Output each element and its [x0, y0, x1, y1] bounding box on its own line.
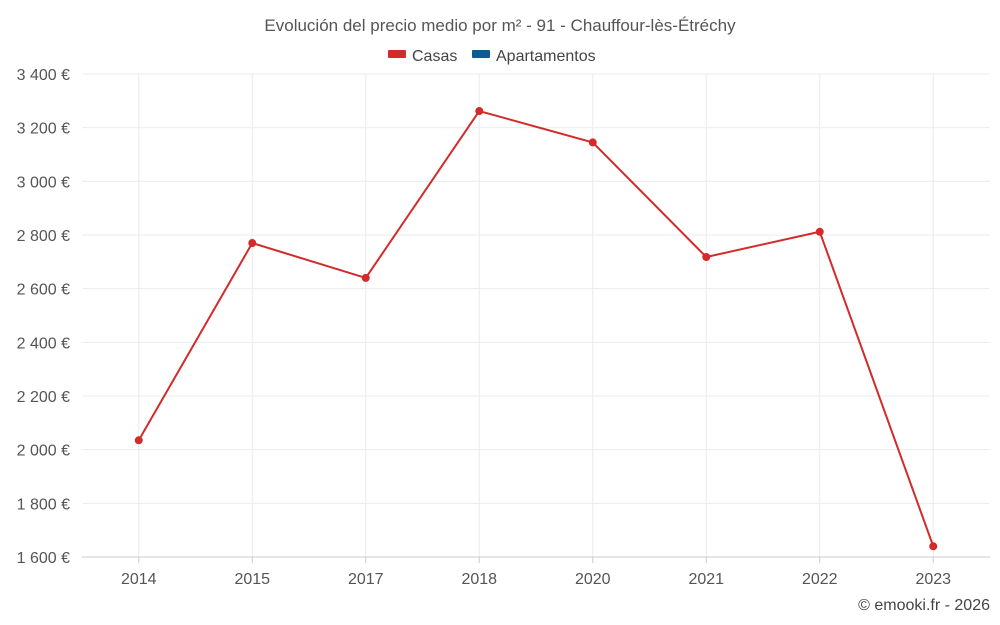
data-point[interactable]: [702, 253, 711, 262]
y-tick-label: 2 000 €: [17, 443, 70, 460]
series-casas: [134, 107, 938, 551]
legend-swatch-casas: [388, 50, 406, 58]
credit-text: © emooki.fr - 2026: [858, 597, 990, 614]
x-tick-label: 2014: [121, 571, 157, 588]
data-point[interactable]: [815, 227, 824, 236]
y-tick-label: 1 800 €: [17, 496, 70, 513]
x-tick-label: 2017: [348, 571, 384, 588]
y-tick-label: 2 200 €: [17, 389, 70, 406]
legend: Casas Apartamentos: [388, 48, 596, 65]
y-tick-label: 3 400 €: [17, 67, 70, 84]
data-point[interactable]: [134, 436, 143, 445]
legend-label-casas[interactable]: Casas: [412, 48, 457, 65]
legend-label-apartamentos[interactable]: Apartamentos: [496, 48, 596, 65]
y-tick-label: 3 000 €: [17, 174, 70, 191]
data-point[interactable]: [588, 138, 597, 147]
chart-title: Evolución del precio medio por m² - 91 -…: [264, 16, 736, 35]
series-line: [137, 110, 935, 547]
x-tick-label: 2020: [575, 571, 611, 588]
x-tick-label: 2015: [234, 571, 270, 588]
legend-swatch-apartamentos: [472, 50, 490, 58]
x-tick-label: 2018: [461, 571, 497, 588]
x-tick-label: 2022: [802, 571, 838, 588]
data-point[interactable]: [248, 239, 257, 248]
y-tick-label: 1 600 €: [17, 550, 70, 567]
y-tick-label: 2 600 €: [17, 282, 70, 299]
y-tick-label: 2 800 €: [17, 228, 70, 245]
x-tick-label: 2021: [688, 571, 724, 588]
data-point[interactable]: [929, 542, 938, 551]
grid: [82, 73, 990, 558]
y-tick-label: 3 200 €: [17, 121, 70, 138]
y-tick-label: 2 400 €: [17, 335, 70, 352]
data-point[interactable]: [475, 107, 484, 116]
data-point[interactable]: [361, 273, 370, 282]
axes: 1 600 € 1 800 € 2 000 € 2 200 € 2 400 € 2 600…: [17, 67, 990, 588]
x-tick-label: 2023: [915, 571, 951, 588]
